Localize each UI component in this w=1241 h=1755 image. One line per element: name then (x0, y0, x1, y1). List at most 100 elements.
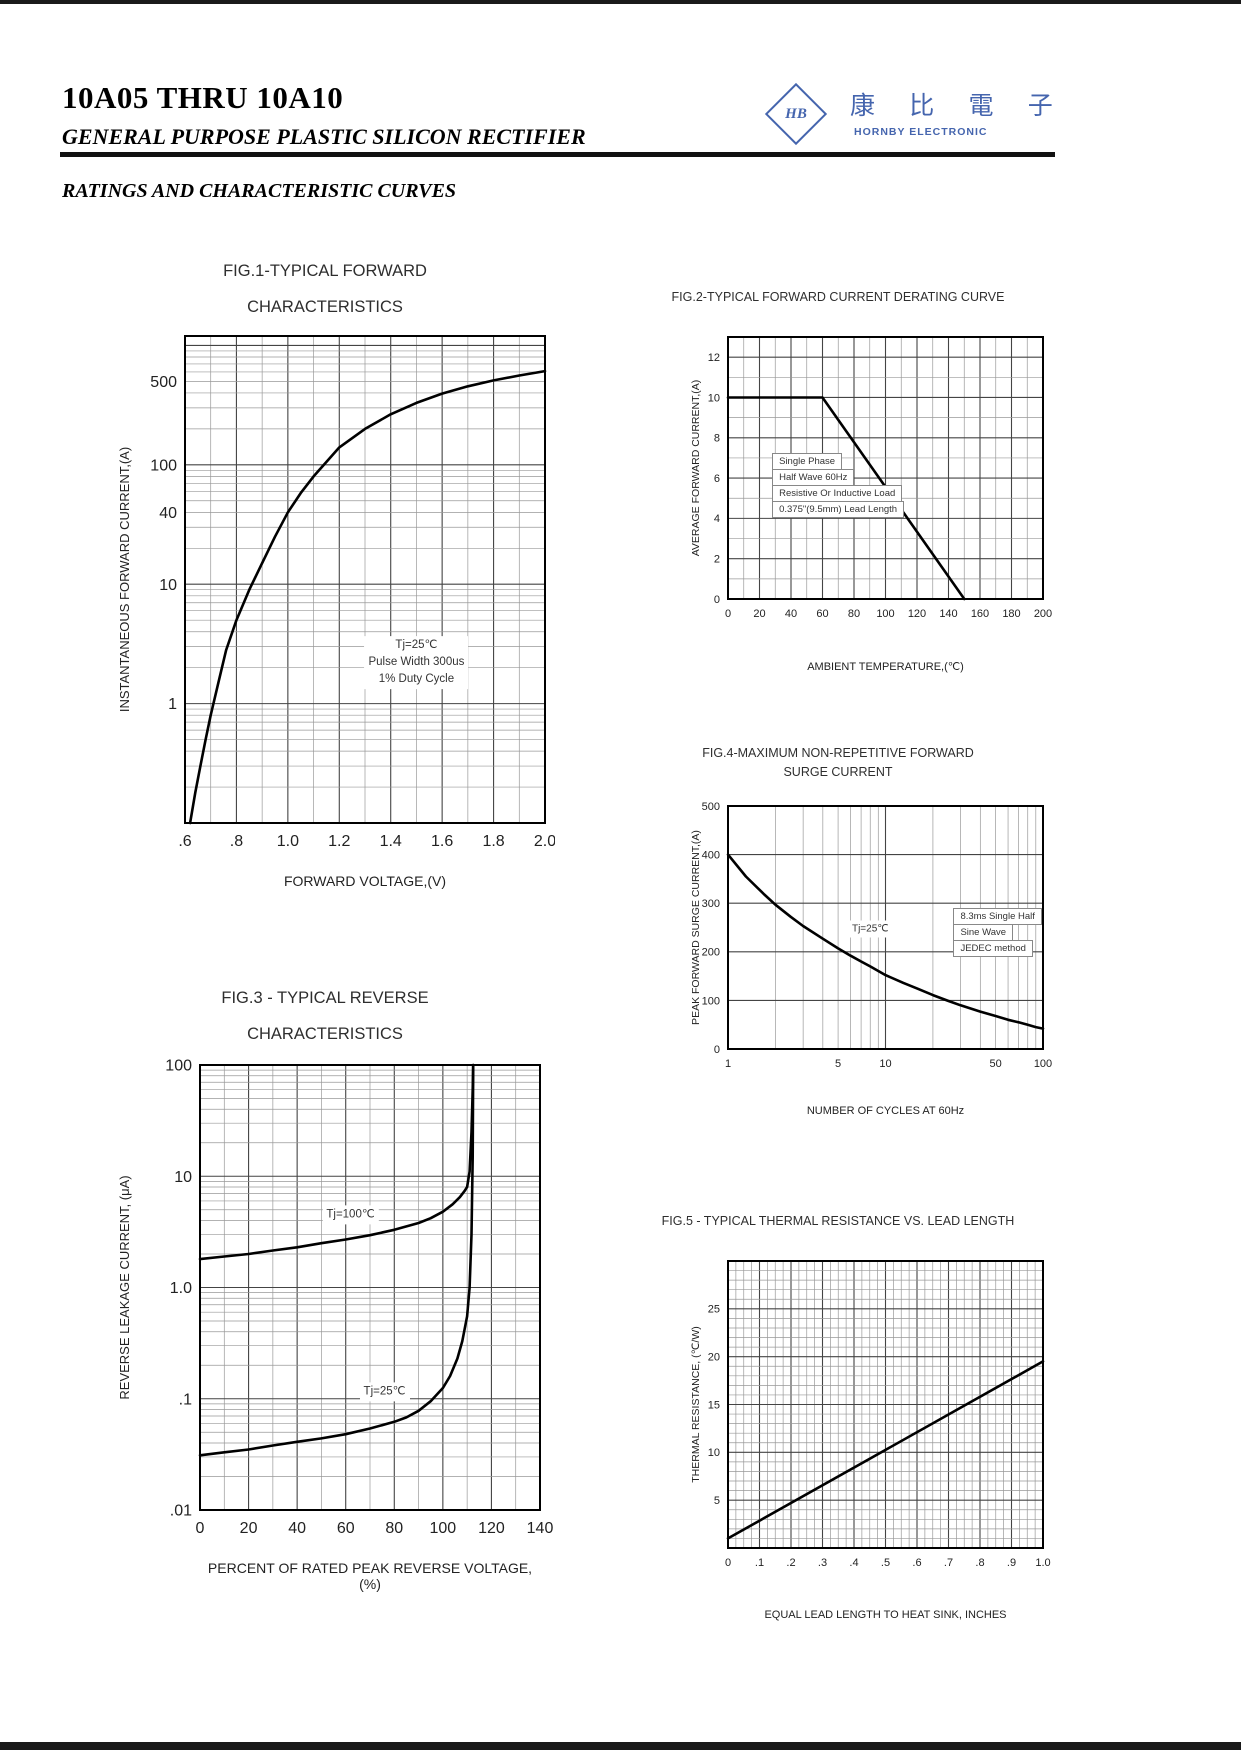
annotation-line: JEDEC method (953, 939, 1033, 957)
chart-canvas: .6 .8 1.0 1.2 1.4 1.6 1.8 2.0 500 100 40 10 1 (150, 335, 555, 850)
x-tick-label: .8 (975, 1557, 984, 1569)
x-tick-label: 0 (725, 1557, 731, 1569)
series-derating (726, 395, 966, 601)
annotation: Tj=25℃ Pulse Width 300us 1% Duty Cycle (364, 635, 469, 690)
series-thermal-resistance (726, 1359, 1045, 1540)
series-forward-current (188, 369, 547, 825)
x-tick-label: .4 (849, 1557, 858, 1569)
x-tick-label: 200 (1034, 608, 1052, 620)
x-tick-label: .6 (178, 833, 191, 850)
page-title: 10A05 THRU 10A10 (62, 80, 344, 115)
x-tick-label: 140 (939, 608, 957, 620)
figure-title-line: FIG.5 - TYPICAL THERMAL RESISTANCE VS. L… (661, 1214, 1015, 1228)
annotation: 8.3ms Single Half Sine Wave JEDEC method (953, 907, 1042, 957)
x-tick-label: 180 (1002, 608, 1020, 620)
y-axis-label: PEAK FORWARD SURGE CURRENT,(A) (690, 829, 702, 1025)
figure-title-line: FIG.2-TYPICAL FORWARD CURRENT DERATING C… (671, 290, 1005, 304)
page-edge-bottom (0, 1742, 1241, 1750)
x-axis-label: EQUAL LEAD LENGTH TO HEAT SINK, INCHES (764, 1608, 1007, 1621)
figure-title-line: CHARACTERISTICS (247, 1025, 403, 1043)
y-tick-label: 500 (150, 374, 177, 391)
x-tick-label: 5 (835, 1058, 841, 1070)
annotation-line: Tj=25℃ (851, 923, 889, 935)
x-tick-label: 100 (430, 1520, 457, 1537)
y-tick-label: 10 (708, 1447, 720, 1459)
y-tick-label: 5 (714, 1495, 720, 1507)
y-tick-label: 40 (159, 505, 177, 522)
x-axis-label: FORWARD VOLTAGE,(V) (283, 873, 447, 889)
plot-border (727, 804, 1044, 1050)
chart-canvas: 0 20 40 60 80 100 120 140 160 180 200 0 2 4 6 8 10 12 (708, 335, 1052, 620)
figure-title: FIG.5 - TYPICAL THERMAL RESISTANCE VS. L… (598, 1212, 1078, 1231)
x-tick-label: .3 (818, 1557, 827, 1569)
series-leakage-tj100 (198, 1063, 475, 1261)
annotation-line: 1% Duty Cycle (378, 673, 455, 686)
x-tick-label: 60 (337, 1520, 355, 1537)
y-axis-label: AVERAGE FORWARD CURRENT,(A) (690, 379, 702, 557)
annotation-line: Tj=100℃ (326, 1208, 375, 1221)
figure-title-line: FIG.4-MAXIMUM NON-REPETITIVE FORWARD (702, 746, 974, 760)
x-tick-label: 140 (527, 1520, 554, 1537)
plot-border (727, 335, 1044, 600)
x-tick-label: 80 (848, 608, 860, 620)
x-tick-label: 0 (725, 608, 731, 620)
y-tick-label: 2 (714, 553, 720, 565)
y-tick-label: 4 (714, 513, 720, 525)
annotation-line: Resistive Or Inductive Load (772, 484, 903, 502)
figure-5: FIG.5 - TYPICAL THERMAL RESISTANCE VS. L… (598, 1212, 1078, 1621)
x-tick-label: 2.0 (534, 833, 555, 850)
annotation-line: Tj=25℃ (363, 1385, 406, 1398)
x-tick-label: 1.2 (328, 833, 350, 850)
annotation-line: Sine Wave (953, 923, 1014, 941)
series-leakage-tj25 (198, 1063, 475, 1457)
y-tick-label: 10 (708, 392, 720, 404)
x-tick-label: 40 (288, 1520, 306, 1537)
x-tick-label: 100 (1034, 1058, 1052, 1070)
annotation-line: 8.3ms Single Half (953, 907, 1042, 925)
figure-title-line: FIG.1-TYPICAL FORWARD (223, 262, 427, 280)
series-surge (726, 852, 1045, 1030)
y-tick-label: 20 (708, 1351, 720, 1363)
annotation-line: Half Wave 60Hz (772, 468, 855, 486)
y-tick-label: 12 (708, 352, 720, 364)
x-tick-label: 1.8 (482, 833, 504, 850)
brand-logo: HB 康 比 電 子 HORNBY ELECTRONIC (762, 82, 1053, 154)
annotation-line: Pulse Width 300us (368, 656, 465, 669)
x-tick-label: 1.0 (277, 833, 299, 850)
y-tick-label: 10 (174, 1169, 192, 1186)
brand-name-cjk: 康 比 電 子 (850, 93, 1067, 120)
x-axis-label: AMBIENT TEMPERATURE,(℃) (807, 660, 964, 673)
figure-title: FIG.3 - TYPICAL REVERSE CHARACTERISTICS (95, 985, 555, 1047)
x-tick-label: 20 (240, 1520, 258, 1537)
x-tick-label: 1.0 (1035, 1557, 1050, 1569)
y-tick-label: 400 (702, 849, 720, 861)
figure-title: FIG.2-TYPICAL FORWARD CURRENT DERATING C… (598, 288, 1078, 307)
logo-monogram: HB (785, 106, 807, 122)
header-divider (60, 152, 1055, 157)
figure-3: FIG.3 - TYPICAL REVERSE CHARACTERISTICS … (95, 985, 555, 1592)
figure-title: FIG.1-TYPICAL FORWARD CHARACTERISTICS (95, 258, 555, 320)
figure-4: FIG.4-MAXIMUM NON-REPETITIVE FORWARD SUR… (598, 744, 1078, 1117)
x-tick-label: 1.6 (431, 833, 453, 850)
x-tick-label: 50 (989, 1058, 1001, 1070)
annotation-line: 0.375"(9.5mm) Lead Length (772, 500, 905, 518)
x-tick-label: .1 (755, 1557, 764, 1569)
brand-name-en: HORNBY ELECTRONIC (854, 126, 988, 138)
y-tick-label: 8 (714, 432, 720, 444)
figure-title: FIG.4-MAXIMUM NON-REPETITIVE FORWARD SUR… (598, 744, 1078, 782)
annotation: Tj=25℃ (847, 920, 893, 938)
chart-canvas: 0 .1 .2 .3 .4 .5 .6 .7 .8 .9 1.0 5 10 15 20 25 (708, 1259, 1051, 1569)
x-tick-label: 20 (753, 608, 765, 620)
x-tick-label: .2 (786, 1557, 795, 1569)
y-tick-label: 25 (708, 1303, 720, 1315)
y-tick-label: 100 (702, 995, 720, 1007)
figure-2: FIG.2-TYPICAL FORWARD CURRENT DERATING C… (598, 288, 1078, 673)
annotation: Tj=25℃ (359, 1382, 410, 1402)
plot-border (199, 1064, 541, 1511)
x-tick-label: 60 (816, 608, 828, 620)
plot-border (727, 1259, 1044, 1549)
x-tick-label: .7 (944, 1557, 953, 1569)
y-axis-label: REVERSE LEAKAGE CURRENT, (μA) (117, 1175, 132, 1400)
y-tick-label: 100 (165, 1058, 192, 1075)
plot-border (184, 335, 546, 824)
